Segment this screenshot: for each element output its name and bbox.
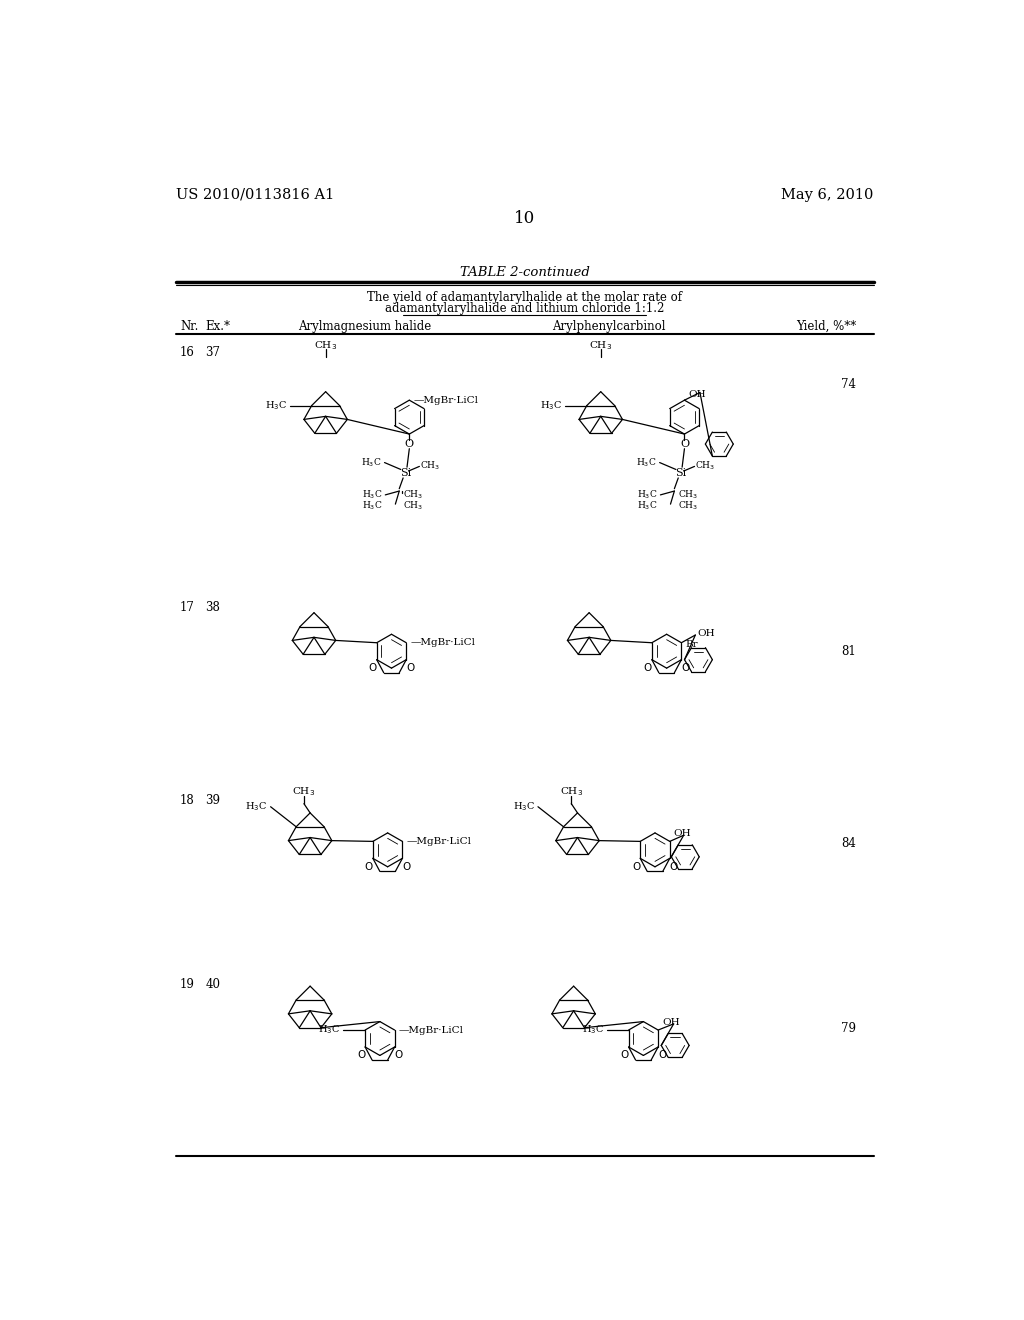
Text: 79: 79 [842,1022,856,1035]
Text: 81: 81 [842,644,856,657]
Text: CH$_3$: CH$_3$ [589,339,612,352]
Text: —MgBr·LiCl: —MgBr·LiCl [398,1026,464,1035]
Text: 10: 10 [514,210,536,227]
Text: H$_3$C: H$_3$C [246,800,267,813]
Text: Si: Si [399,469,411,478]
Text: OH: OH [662,1018,680,1027]
Text: H$_3$C: H$_3$C [540,399,562,412]
Text: O: O [657,1051,667,1060]
Text: H$_3$C: H$_3$C [636,457,656,469]
Text: Si: Si [675,469,686,478]
Text: May 6, 2010: May 6, 2010 [781,187,873,202]
Text: 74: 74 [842,378,856,391]
Text: H$_3$C: H$_3$C [361,499,382,512]
Text: 18: 18 [180,793,195,807]
Text: 19: 19 [180,978,195,991]
Text: CH$_3$: CH$_3$ [403,499,424,512]
Text: —MgBr·LiCl: —MgBr·LiCl [414,396,478,405]
Text: H$_3$C: H$_3$C [582,1023,604,1036]
Text: Yield, %**: Yield, %** [797,319,856,333]
Text: O: O [404,440,414,449]
Text: TABLE 2-continued: TABLE 2-continued [460,265,590,279]
Text: CH$_3$: CH$_3$ [678,499,698,512]
Text: Nr.: Nr. [180,319,199,333]
Text: 37: 37 [206,346,220,359]
Text: H$_3$C: H$_3$C [360,457,381,469]
Text: 16: 16 [180,346,195,359]
Text: H$_3$C: H$_3$C [637,499,657,512]
Text: O: O [394,1051,402,1060]
Text: Br: Br [685,640,698,648]
Text: OH: OH [697,630,715,638]
Text: H$_3$C: H$_3$C [265,399,287,412]
Text: CH$_3$: CH$_3$ [314,339,337,352]
Text: O: O [621,1051,629,1060]
Text: O: O [670,862,678,871]
Text: Arylphenylcarbinol: Arylphenylcarbinol [552,319,666,333]
Text: CH$_3$: CH$_3$ [420,459,440,471]
Text: OH: OH [674,829,691,838]
Text: O: O [402,862,411,871]
Text: US 2010/0113816 A1: US 2010/0113816 A1 [176,187,334,202]
Text: adamantylarylhalide and lithium chloride 1:1.2: adamantylarylhalide and lithium chloride… [385,302,665,315]
Text: 17: 17 [180,601,195,614]
Text: —MgBr·LiCl: —MgBr·LiCl [411,639,475,647]
Text: 39: 39 [206,793,220,807]
Text: O: O [365,862,373,871]
Text: O: O [680,440,689,449]
Text: O: O [644,663,652,673]
Text: O: O [369,663,377,673]
Text: CH$_3$: CH$_3$ [292,785,315,797]
Text: CH$_3$: CH$_3$ [678,488,698,502]
Text: O: O [357,1051,366,1060]
Text: —MgBr·LiCl: —MgBr·LiCl [407,837,471,846]
Text: 38: 38 [206,601,220,614]
Text: CH$_3$: CH$_3$ [403,488,424,502]
Text: Arylmagnesium halide: Arylmagnesium halide [298,319,431,333]
Text: CH$_3$: CH$_3$ [560,785,583,797]
Text: H$_3$C: H$_3$C [318,1023,340,1036]
Text: 84: 84 [842,837,856,850]
Text: 40: 40 [206,978,220,991]
Text: O: O [681,663,689,673]
Text: H$_3$C: H$_3$C [513,800,535,813]
Text: H$_3$C: H$_3$C [361,488,382,502]
Text: CH$_3$: CH$_3$ [695,459,716,471]
Text: O: O [406,663,415,673]
Text: Ex.*: Ex.* [206,319,230,333]
Text: H$_3$C: H$_3$C [637,488,657,502]
Text: The yield of adamantylarylhalide at the molar rate of: The yield of adamantylarylhalide at the … [368,292,682,305]
Text: OH: OH [688,389,706,399]
Text: O: O [632,862,640,871]
